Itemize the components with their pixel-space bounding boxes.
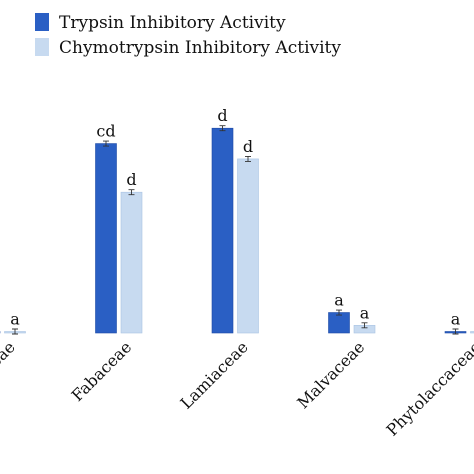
error-bar-1-2 <box>245 155 251 162</box>
letter-1-1: d <box>126 170 136 189</box>
letter-1-0: a <box>10 310 20 329</box>
bar-0-3 <box>328 312 350 334</box>
error-bar-0-2 <box>219 125 226 132</box>
bar-1-1 <box>120 191 143 334</box>
error-bar-1-0 <box>12 328 18 335</box>
x-tick-4: Phytolaccaceae <box>382 337 474 439</box>
x-tick-labels: aceae Fabaceae Lamiaceae Malvaceae Phytolacc… <box>0 337 474 439</box>
bar-1-2 <box>237 158 259 334</box>
x-tick-1: Fabaceae <box>68 337 136 405</box>
letter-1-3: a <box>360 303 370 322</box>
letter-0-3: a <box>334 291 344 310</box>
x-tick-3: Malvaceae <box>293 337 368 412</box>
letter-1-2: d <box>243 137 253 156</box>
x-tick-2: Lamiaceae <box>177 337 252 412</box>
error-bar-1-3 <box>361 322 368 329</box>
bars <box>0 125 474 335</box>
legend-swatch-0 <box>35 13 49 31</box>
letter-0-4: a <box>451 310 461 329</box>
error-bar-0-3 <box>336 309 342 316</box>
error-bar-1-1 <box>128 189 135 196</box>
letter-0-2: d <box>217 106 227 125</box>
legend-label-0: Trypsin Inhibitory Activity <box>59 13 286 33</box>
bar-0-2 <box>211 127 234 334</box>
legend: Trypsin Inhibitory Activity Chymotrypsin … <box>35 13 341 58</box>
legend-label-1: Chymotrypsin Inhibitory Activity <box>59 38 341 58</box>
bar-0-1 <box>95 143 117 334</box>
legend-swatch-1 <box>35 38 49 56</box>
significance-letters: acddddaaaaaadeaac <box>10 106 461 329</box>
x-tick-0: aceae <box>0 337 19 384</box>
error-bar-0-1 <box>103 140 109 147</box>
bar-1-4 <box>470 331 474 334</box>
error-bar-0-4 <box>452 328 459 335</box>
letter-0-1: cd <box>96 122 115 141</box>
